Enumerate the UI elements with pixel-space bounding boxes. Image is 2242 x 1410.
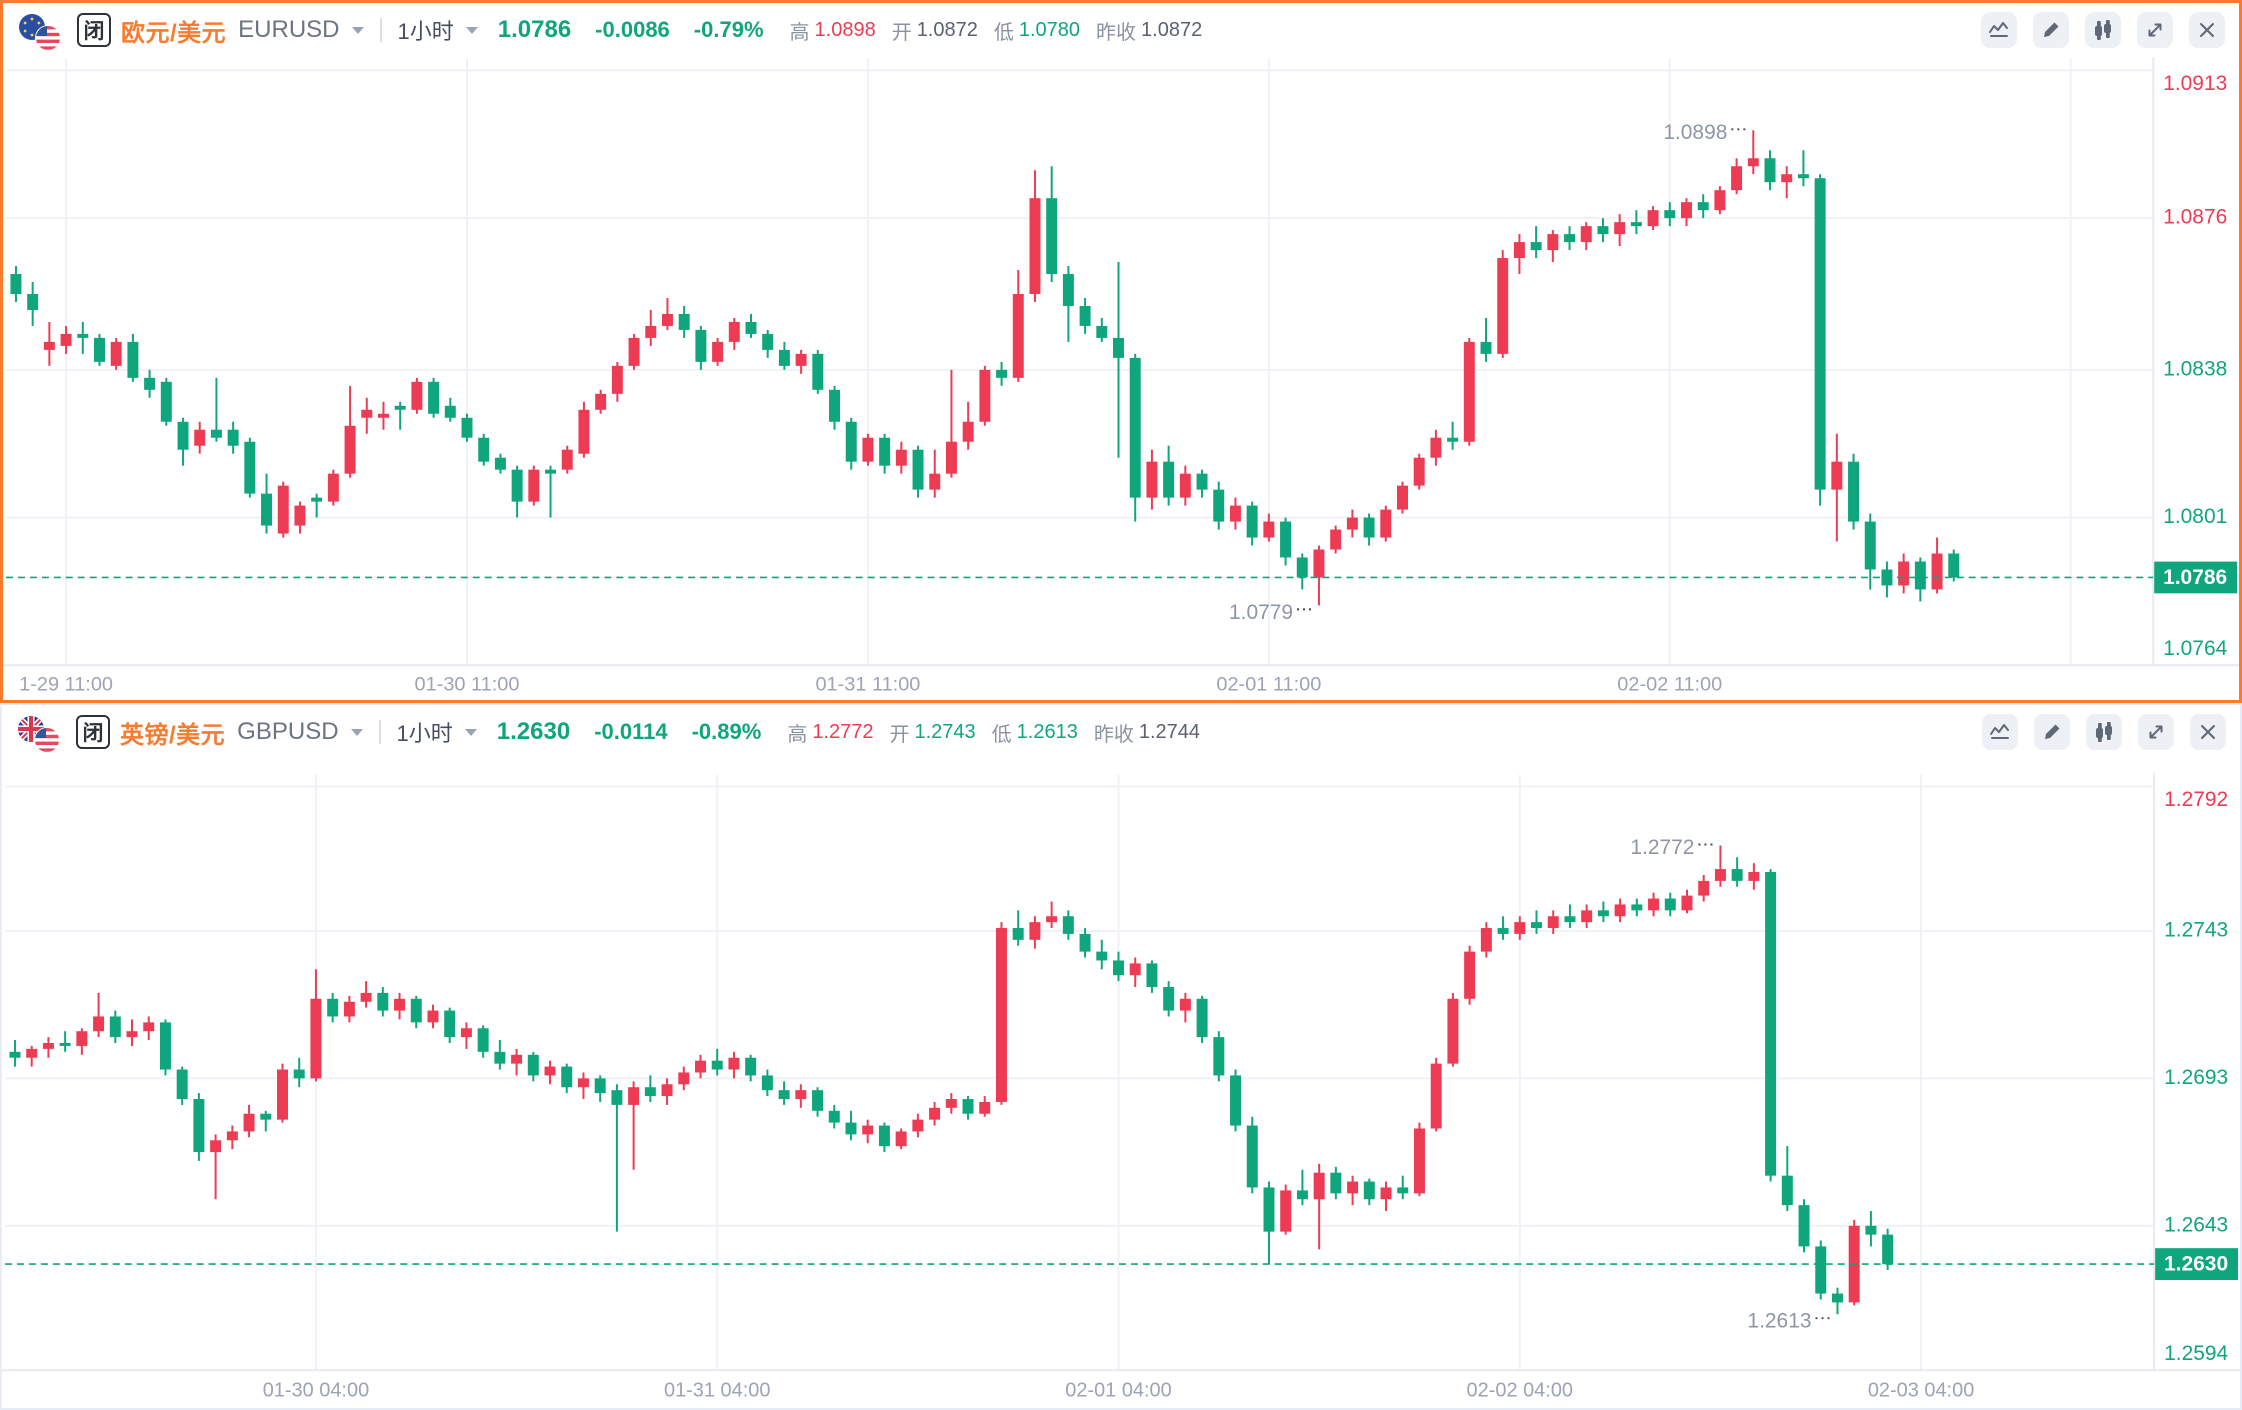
fullscreen-button[interactable] <box>2137 12 2173 48</box>
svg-text:1.2613: 1.2613 <box>1747 1310 1811 1333</box>
chart-panel-eurusd[interactable]: 1.0913 1.0876 1.0838 1.0801 1.0764 1-29 11:00… <box>0 0 2242 703</box>
svg-text:1.0898: 1.0898 <box>1663 121 1727 144</box>
chart-panel-gbpusd[interactable]: 1.2792 1.2743 1.2693 1.2643 1.2594 01-30 04:0… <box>0 703 2242 1410</box>
draw-pencil-button[interactable] <box>2033 12 2069 48</box>
svg-text:02-02 11:00: 02-02 11:00 <box>1617 673 1722 695</box>
svg-text:1.2693: 1.2693 <box>2164 1066 2228 1089</box>
timeframe-select[interactable]: 1小时 <box>397 19 454 44</box>
price-change-pct: -0.79% <box>693 17 764 42</box>
price-change-pct: -0.89% <box>691 719 762 744</box>
timeframe-dropdown-caret-icon[interactable] <box>465 26 478 34</box>
timeframe-select[interactable]: 1小时 <box>396 721 453 746</box>
svg-text:01-31 04:00: 01-31 04:00 <box>664 1379 770 1401</box>
stat-open-value: 1.0872 <box>916 18 978 41</box>
fullscreen-button[interactable] <box>2138 714 2174 750</box>
stat-prevclose-value: 1.0872 <box>1141 18 1203 41</box>
svg-text:01-30 11:00: 01-30 11:00 <box>415 673 520 695</box>
pair-name-cn: 英镑/美元 <box>120 721 226 749</box>
pair-dropdown-caret-icon[interactable] <box>350 728 363 736</box>
stat-low-label: 低 <box>991 723 1012 746</box>
svg-text:1.0913: 1.0913 <box>2163 72 2227 95</box>
pair-code[interactable]: GBPUSD <box>237 718 339 745</box>
stat-high-value: 1.2772 <box>812 720 874 743</box>
market-closed-badge: 闭 <box>76 715 110 749</box>
eurusd-header: 闭 欧元/美元 EURUSD 1小时 1.0786 -0.0086 -0.79%… <box>3 3 2239 57</box>
svg-text:1.2594: 1.2594 <box>2164 1342 2228 1365</box>
ohlc-stats: 高 1.2772 开 1.2743 低 1.2613 昨收 1.2744 <box>787 718 1216 747</box>
ohlc-stats: 高 1.0898 开 1.0872 低 1.0780 昨收 1.0872 <box>790 16 1219 45</box>
svg-text:1.2743: 1.2743 <box>2164 919 2228 942</box>
market-closed-badge: 闭 <box>77 13 111 47</box>
last-price: 1.0786 <box>497 16 572 43</box>
close-panel-button[interactable] <box>2189 12 2225 48</box>
svg-text:02-02 04:00: 02-02 04:00 <box>1467 1379 1573 1401</box>
stat-prevclose-label: 昨收 <box>1093 723 1134 746</box>
candlestick-style-button[interactable] <box>2086 714 2122 750</box>
svg-text:1.0838: 1.0838 <box>2163 357 2227 380</box>
stat-high-label: 高 <box>789 21 810 44</box>
eur-usd-flag-icon <box>17 10 67 51</box>
svg-text:1.2630: 1.2630 <box>2164 1253 2228 1276</box>
svg-text:1.2792: 1.2792 <box>2164 788 2228 811</box>
svg-text:01-31 11:00: 01-31 11:00 <box>815 673 920 695</box>
header-divider <box>378 720 381 744</box>
stat-prevclose-value: 1.2744 <box>1138 720 1200 743</box>
last-price: 1.2630 <box>496 718 571 745</box>
svg-text:1.2772: 1.2772 <box>1630 836 1694 859</box>
eurusd-candlestick-chart[interactable]: 1.0913 1.0876 1.0838 1.0801 1.0764 1-29 11:00… <box>3 3 2239 700</box>
svg-text:1.0801: 1.0801 <box>2163 505 2227 528</box>
svg-text:1-29 11:00: 1-29 11:00 <box>19 673 113 695</box>
price-change: -0.0114 <box>594 719 668 744</box>
pair-code[interactable]: EURUSD <box>238 16 340 43</box>
stat-open-label: 开 <box>889 723 910 746</box>
stat-high-value: 1.0898 <box>814 18 876 41</box>
chart-toolbar <box>1981 12 2225 48</box>
stat-low-value: 1.2613 <box>1016 720 1078 743</box>
draw-pencil-button[interactable] <box>2034 714 2070 750</box>
svg-text:1.0764: 1.0764 <box>2163 637 2227 660</box>
gbpusd-header: 闭 英镑/美元 GBPUSD 1小时 1.2630 -0.0114 -0.89%… <box>2 705 2240 759</box>
chart-toolbar <box>1982 714 2226 750</box>
line-chart-button[interactable] <box>1981 12 2017 48</box>
stat-open-label: 开 <box>891 21 912 44</box>
timeframe-dropdown-caret-icon[interactable] <box>464 728 477 736</box>
svg-text:1.0876: 1.0876 <box>2163 206 2227 229</box>
pair-name-cn: 欧元/美元 <box>121 19 227 47</box>
gbpusd-candlestick-chart[interactable]: 1.2792 1.2743 1.2693 1.2643 1.2594 01-30 04:0… <box>2 705 2240 1408</box>
stat-high-label: 高 <box>787 723 808 746</box>
gbp-usd-flag-icon <box>16 712 66 753</box>
svg-text:1.0779: 1.0779 <box>1229 601 1293 624</box>
stat-prevclose-label: 昨收 <box>1096 21 1137 44</box>
stat-open-value: 1.2743 <box>914 720 976 743</box>
svg-text:02-03 04:00: 02-03 04:00 <box>1868 1379 1974 1401</box>
stat-low-label: 低 <box>993 21 1014 44</box>
svg-text:02-01 04:00: 02-01 04:00 <box>1065 1379 1171 1401</box>
pair-dropdown-caret-icon[interactable] <box>351 26 364 34</box>
svg-text:02-01 11:00: 02-01 11:00 <box>1216 673 1321 695</box>
svg-text:01-30 04:00: 01-30 04:00 <box>263 1379 369 1401</box>
svg-text:1.2643: 1.2643 <box>2164 1213 2228 1236</box>
price-change: -0.0086 <box>595 17 670 42</box>
line-chart-button[interactable] <box>1982 714 2018 750</box>
stat-low-value: 1.0780 <box>1018 18 1081 41</box>
header-divider <box>379 18 382 42</box>
svg-text:1.0786: 1.0786 <box>2163 566 2227 589</box>
close-panel-button[interactable] <box>2190 714 2226 750</box>
candlestick-style-button[interactable] <box>2085 12 2121 48</box>
